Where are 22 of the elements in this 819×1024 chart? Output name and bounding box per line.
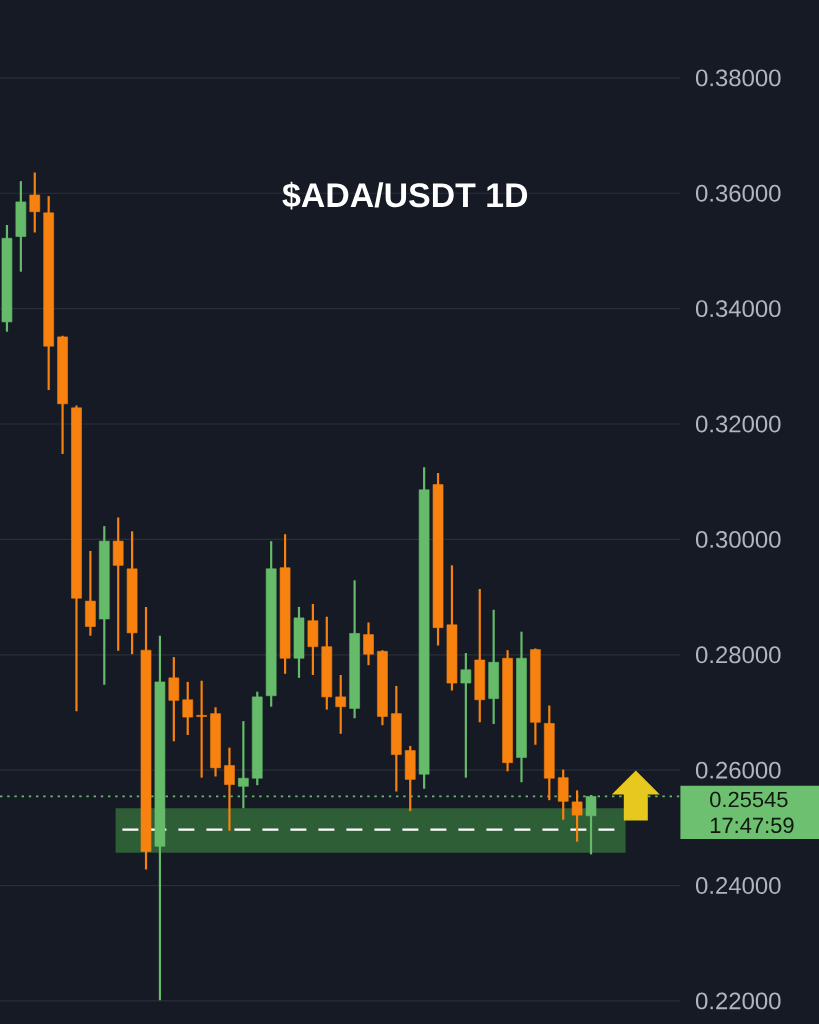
ref-line-label: 0.25545 bbox=[710, 791, 788, 808]
text: $ADA/USDT 1D bbox=[282, 181, 528, 210]
candlestick bbox=[29, 171, 41, 234]
y-tick-label: 0.30000 bbox=[695, 530, 781, 548]
candlestick bbox=[363, 621, 374, 667]
candlestick bbox=[182, 680, 194, 737]
y-tick-label: 0.34000 bbox=[695, 300, 781, 318]
candlestick bbox=[571, 789, 583, 843]
y-tick-label: 0.24000 bbox=[695, 877, 781, 894]
y-tick-label: 0.22000 bbox=[695, 992, 781, 1010]
y-tick-label: 0.28000 bbox=[695, 646, 781, 664]
text: 17:47:59 bbox=[710, 817, 794, 834]
y-tick-label: 0.26000 bbox=[695, 761, 781, 779]
candlestick bbox=[557, 768, 569, 821]
y-tick-label: 0.38000 bbox=[695, 69, 781, 87]
y-tick-label: 0.36000 bbox=[695, 184, 781, 202]
y-tick-label: 0.32000 bbox=[695, 415, 781, 433]
candlestick bbox=[196, 679, 207, 779]
candlestick bbox=[168, 655, 180, 743]
candlestick bbox=[460, 651, 472, 779]
candlestick bbox=[335, 673, 347, 735]
candlestick bbox=[224, 746, 235, 832]
